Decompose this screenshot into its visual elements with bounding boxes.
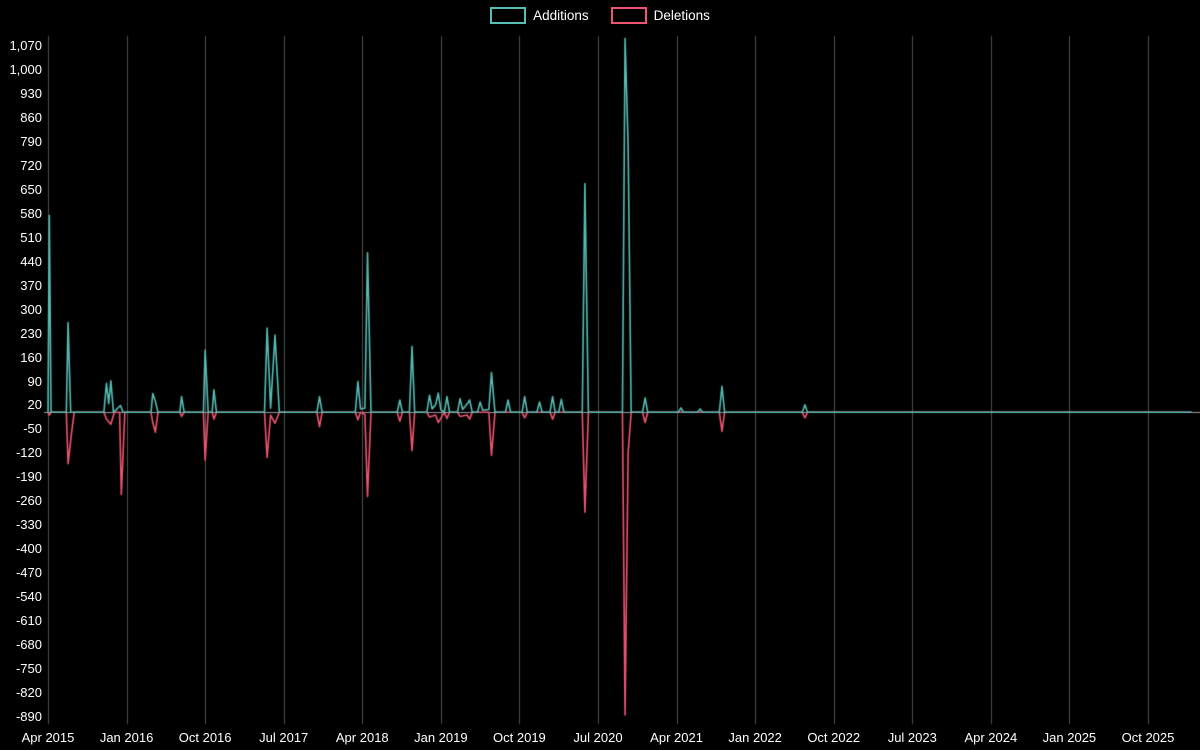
y-tick-label: 510	[20, 229, 42, 245]
x-tick-label: Jan 2022	[728, 730, 782, 745]
y-tick-label: 930	[20, 85, 42, 101]
deletions-swatch-icon	[610, 7, 647, 24]
x-tick-label: Oct 2016	[178, 730, 232, 745]
y-tick-label: -820	[15, 685, 42, 701]
y-tick-label: -470	[15, 565, 42, 581]
y-tick-label: 370	[20, 277, 42, 293]
y-tick-label: 160	[20, 349, 42, 365]
y-tick-label: 790	[20, 133, 42, 149]
x-tick-label: Apr 2015	[21, 730, 75, 745]
y-tick-label: 20	[27, 397, 42, 413]
x-tick-label: Jan 2025	[1042, 730, 1097, 745]
legend-label-additions: Additions	[533, 8, 589, 23]
y-tick-label: 580	[20, 205, 42, 221]
y-tick-label: 860	[20, 109, 42, 125]
y-tick-label: 440	[20, 253, 42, 269]
y-tick-label: 720	[20, 157, 42, 173]
y-tick-label: -610	[15, 613, 42, 629]
y-tick-label: -120	[15, 445, 42, 461]
y-tick-label: -330	[15, 517, 42, 533]
y-tick-label: 230	[20, 325, 42, 341]
x-tick-label: Apr 2021	[650, 730, 703, 745]
legend-label-deletions: Deletions	[653, 8, 710, 23]
x-tick-label: Oct 2022	[807, 730, 861, 745]
x-tick-label: Apr 2018	[335, 730, 389, 745]
x-tick-label: Oct 2025	[1121, 730, 1175, 745]
x-tick-label: Oct 2019	[493, 730, 546, 745]
chart-legend: Additions Deletions	[0, 7, 1200, 24]
y-tick-label: 300	[20, 301, 42, 317]
y-tick-label: 1,000	[9, 61, 42, 77]
y-tick-label: -540	[15, 589, 42, 605]
y-tick-label: -750	[15, 661, 42, 677]
y-tick-label: -680	[15, 637, 42, 653]
x-tick-label: Apr 2024	[964, 730, 1018, 745]
x-tick-label: Jul 2020	[573, 730, 623, 745]
y-tick-label: 650	[20, 181, 42, 197]
legend-item-additions[interactable]: Additions	[490, 7, 589, 24]
y-tick-label: -190	[15, 469, 42, 485]
x-tick-label: Jul 2023	[887, 730, 937, 745]
legend-item-deletions[interactable]: Deletions	[610, 7, 710, 24]
y-tick-label: -50	[23, 421, 42, 437]
x-tick-label: Jan 2016	[99, 730, 154, 745]
y-tick-label: 90	[27, 373, 42, 389]
x-tick-label: Jul 2017	[259, 730, 309, 745]
y-tick-label: -400	[15, 541, 42, 557]
y-tick-label: -260	[15, 493, 42, 509]
x-tick-label: Jan 2019	[414, 730, 468, 745]
additions-swatch-icon	[490, 7, 527, 24]
y-tick-label: -890	[15, 709, 42, 724]
y-tick-label: 1,070	[9, 38, 42, 53]
